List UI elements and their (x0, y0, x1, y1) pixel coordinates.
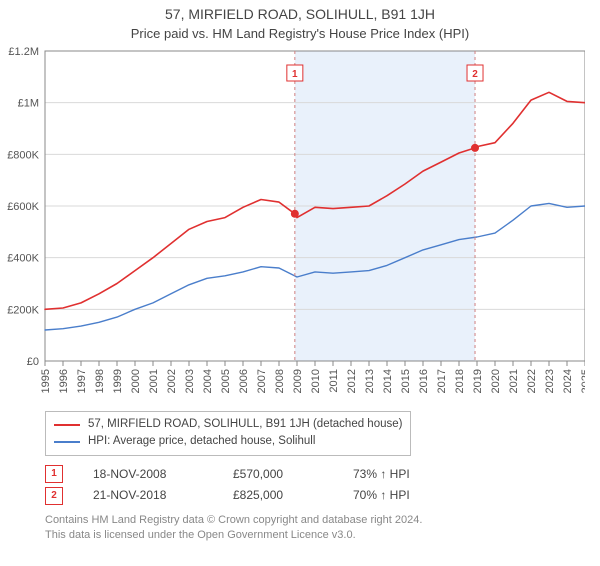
svg-text:2003: 2003 (184, 369, 196, 393)
sale-price: £570,000 (233, 464, 323, 486)
svg-text:£1M: £1M (18, 98, 39, 110)
svg-text:2012: 2012 (346, 369, 358, 393)
svg-text:2017: 2017 (436, 369, 448, 393)
svg-text:2015: 2015 (400, 369, 412, 393)
legend-label: 57, MIRFIELD ROAD, SOLIHULL, B91 1JH (de… (88, 416, 402, 433)
svg-text:2022: 2022 (526, 369, 538, 393)
svg-text:1995: 1995 (40, 369, 52, 393)
legend-row: HPI: Average price, detached house, Soli… (54, 433, 402, 450)
legend-swatch (54, 424, 80, 426)
sale-date: 21-NOV-2018 (93, 485, 203, 507)
svg-text:1: 1 (292, 69, 298, 80)
sale-date: 18-NOV-2008 (93, 464, 203, 486)
sale-pct: 70% ↑ HPI (353, 485, 410, 507)
svg-text:2024: 2024 (562, 369, 574, 393)
svg-text:£200K: £200K (7, 304, 39, 316)
legend-swatch (54, 441, 80, 443)
legend: 57, MIRFIELD ROAD, SOLIHULL, B91 1JH (de… (45, 411, 411, 456)
svg-text:2020: 2020 (490, 369, 502, 393)
svg-text:2005: 2005 (220, 369, 232, 393)
sale-price: £825,000 (233, 485, 323, 507)
svg-text:£1.2M: £1.2M (8, 46, 39, 58)
chart-plot: 12£0£200K£400K£600K£800K£1M£1.2M19951996… (45, 45, 600, 405)
svg-text:2025: 2025 (580, 369, 585, 393)
chart-title: 57, MIRFIELD ROAD, SOLIHULL, B91 1JH (0, 6, 600, 22)
svg-text:2009: 2009 (292, 369, 304, 393)
sales-table: 1 18-NOV-2008 £570,000 73% ↑ HPI 2 21-NOV-201… (45, 464, 600, 507)
svg-text:2002: 2002 (166, 369, 178, 393)
svg-text:1997: 1997 (76, 369, 88, 393)
sale-row: 2 21-NOV-2018 £825,000 70% ↑ HPI (45, 485, 600, 507)
svg-text:1999: 1999 (112, 369, 124, 393)
footer-line-1: Contains HM Land Registry data © Crown c… (45, 513, 600, 528)
legend-label: HPI: Average price, detached house, Soli… (88, 433, 315, 450)
svg-text:2014: 2014 (382, 369, 394, 393)
svg-text:1996: 1996 (58, 369, 70, 393)
svg-text:£600K: £600K (7, 201, 39, 213)
svg-text:2011: 2011 (328, 369, 340, 393)
svg-text:2: 2 (472, 69, 478, 80)
svg-text:1998: 1998 (94, 369, 106, 393)
svg-text:2007: 2007 (256, 369, 268, 393)
svg-text:2008: 2008 (274, 369, 286, 393)
svg-text:2021: 2021 (508, 369, 520, 393)
attribution: Contains HM Land Registry data © Crown c… (45, 513, 600, 543)
svg-text:2023: 2023 (544, 369, 556, 393)
svg-text:2018: 2018 (454, 369, 466, 393)
legend-row: 57, MIRFIELD ROAD, SOLIHULL, B91 1JH (de… (54, 416, 402, 433)
footer-line-2: This data is licensed under the Open Gov… (45, 528, 600, 543)
svg-text:2004: 2004 (202, 369, 214, 393)
svg-text:2019: 2019 (472, 369, 484, 393)
sale-pct: 73% ↑ HPI (353, 464, 410, 486)
chart-subtitle: Price paid vs. HM Land Registry's House … (0, 26, 600, 41)
svg-text:2000: 2000 (130, 369, 142, 393)
svg-text:2001: 2001 (148, 369, 160, 393)
svg-text:2016: 2016 (418, 369, 430, 393)
svg-text:2010: 2010 (310, 369, 322, 393)
svg-text:£800K: £800K (7, 149, 39, 161)
sale-marker: 2 (45, 487, 63, 505)
svg-text:£400K: £400K (7, 253, 39, 265)
sale-row: 1 18-NOV-2008 £570,000 73% ↑ HPI (45, 464, 600, 486)
sale-marker: 1 (45, 465, 63, 483)
svg-text:2006: 2006 (238, 369, 250, 393)
svg-text:2013: 2013 (364, 369, 376, 393)
svg-text:£0: £0 (27, 356, 39, 368)
